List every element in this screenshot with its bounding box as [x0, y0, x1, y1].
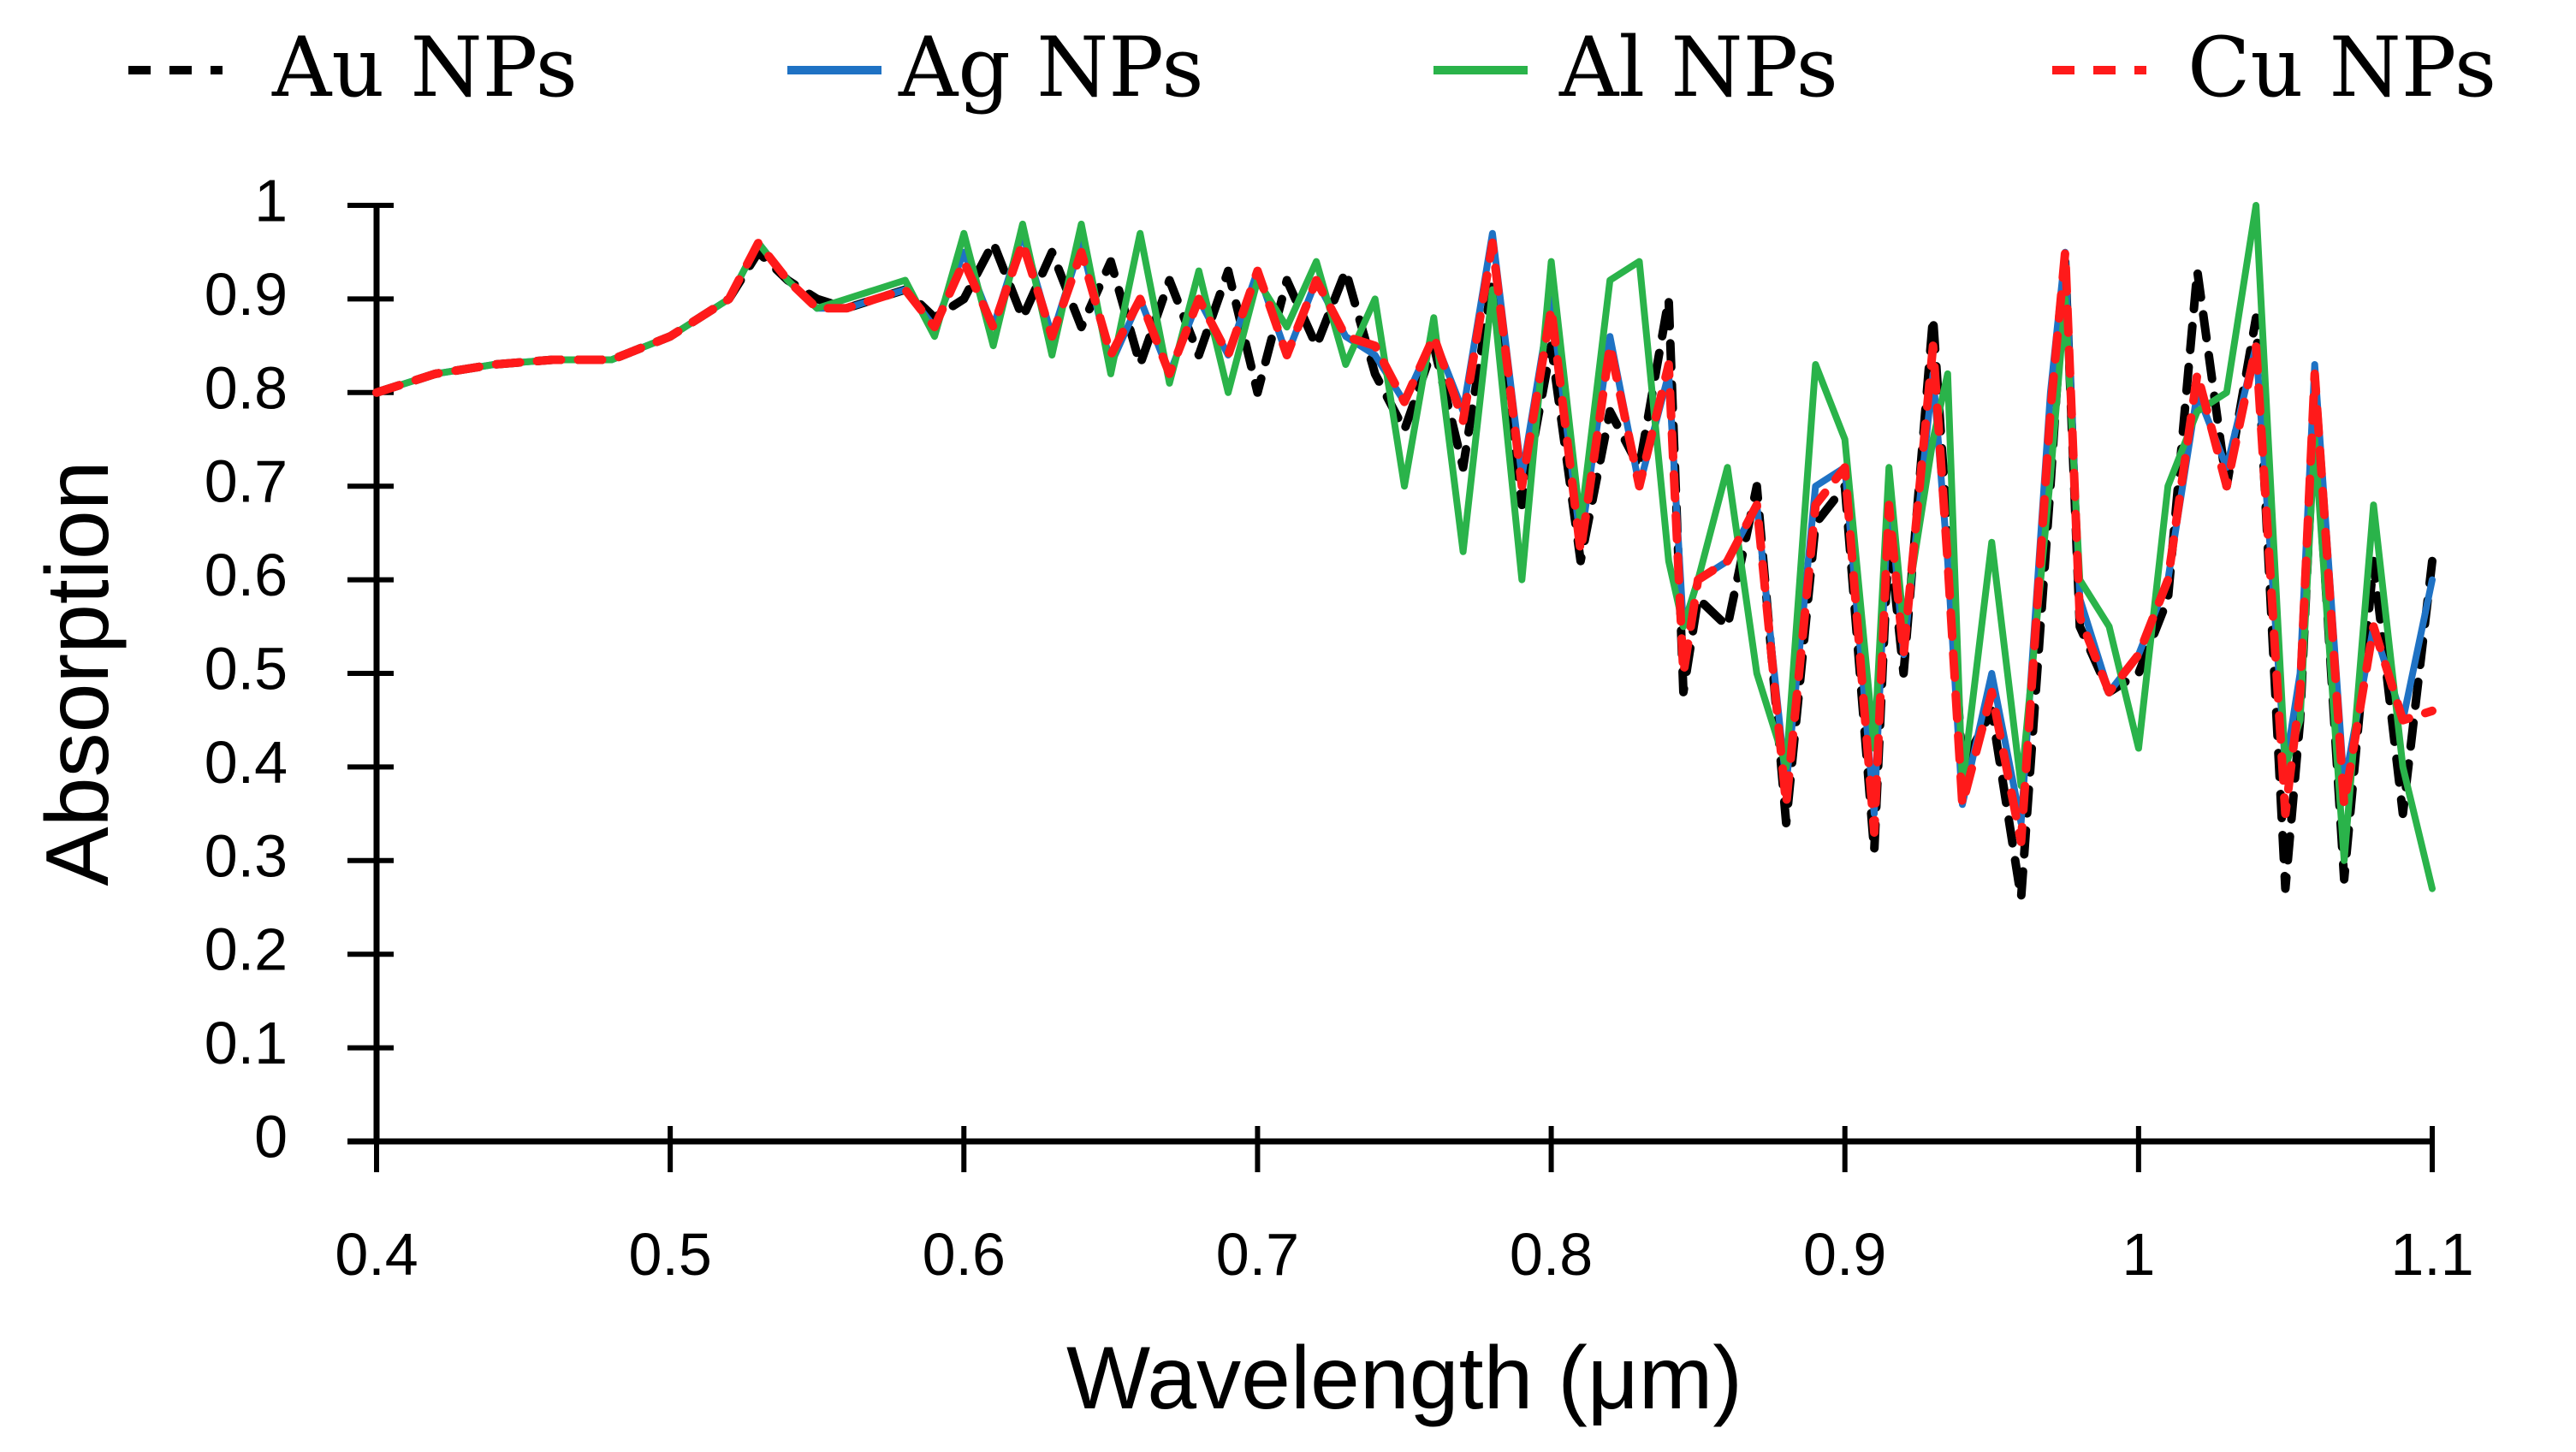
x-tick-label: 1.1 [2390, 1221, 2473, 1288]
x-tick-label: 0.6 [923, 1221, 1006, 1288]
x-tick-label: 0.8 [1510, 1221, 1593, 1288]
legend-label: Ag NPs [898, 20, 1204, 116]
series-line-cu-nps [372, 238, 2437, 846]
y-tick-label: 0 [254, 1103, 288, 1170]
y-tick-label: 0.2 [205, 916, 288, 983]
y-tick-label: 0.7 [205, 448, 288, 515]
y-tick-label: 0.1 [205, 1010, 288, 1076]
y-tick-label: 0.3 [205, 822, 288, 889]
series-line-al-nps [373, 202, 2436, 892]
y-ticks: 0 0.1 0.2 0.3 0.4 0.5 0.6 0.7 0.8 0.9 1 [205, 167, 394, 1170]
series-group [372, 202, 2437, 903]
legend-label: Au NPs [271, 20, 578, 116]
x-ticks: 0.4 0.5 0.6 0.7 0.8 0.9 1 1.1 [335, 1126, 2474, 1288]
legend: Au NPs Ag NPs Al NPs Cu NPs [128, 20, 2496, 116]
x-tick-label: 0.4 [335, 1221, 418, 1288]
y-tick-label: 1 [254, 167, 288, 234]
x-tick-label: 0.9 [1803, 1221, 1886, 1288]
legend-label: Al NPs [1558, 20, 1838, 116]
x-axis-label: Wavelength (μm) [1066, 1329, 1742, 1428]
y-tick-label: 0.9 [205, 261, 288, 328]
x-tick-label: 0.7 [1216, 1221, 1299, 1288]
x-tick-label: 1 [2122, 1221, 2155, 1288]
y-axis-label: Absorption [28, 460, 128, 886]
y-tick-label: 0.8 [205, 354, 288, 421]
y-tick-label: 0.6 [205, 542, 288, 608]
legend-label: Cu NPs [2187, 20, 2496, 116]
series-line-au-nps [372, 238, 2437, 903]
series-line-ag-nps [373, 229, 2436, 827]
y-tick-label: 0.4 [205, 729, 288, 796]
x-tick-label: 0.5 [628, 1221, 711, 1288]
y-tick-label: 0.5 [205, 635, 288, 702]
